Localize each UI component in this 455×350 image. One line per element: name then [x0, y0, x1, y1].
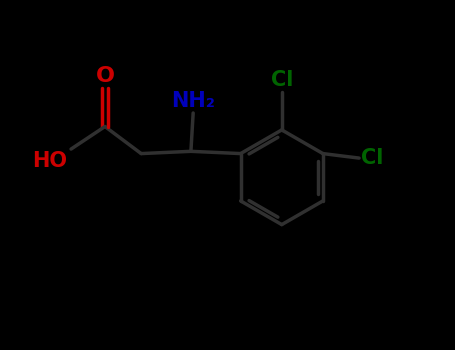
- Text: Cl: Cl: [271, 70, 293, 90]
- Text: HO: HO: [32, 151, 67, 172]
- Text: O: O: [96, 66, 115, 86]
- Text: NH₂: NH₂: [171, 91, 215, 111]
- Text: Cl: Cl: [361, 148, 384, 168]
